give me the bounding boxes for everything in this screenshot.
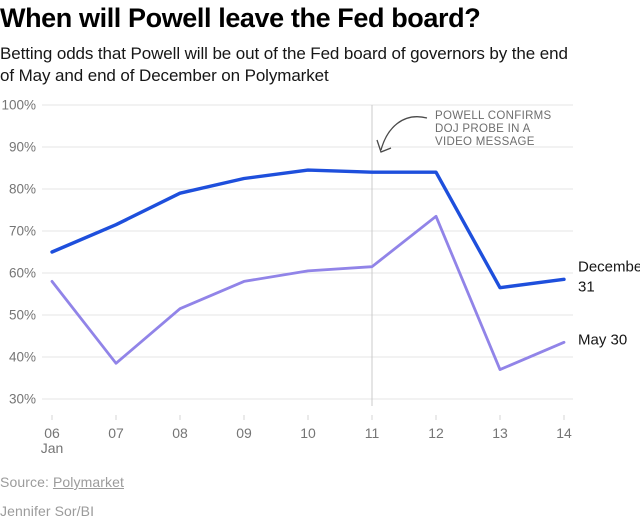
y-axis-label: 40% [9, 350, 36, 365]
y-axis-label: 50% [9, 308, 36, 323]
series-label-may-30: May 30 [578, 331, 627, 348]
annotation-text: DOJ PROBE IN A [435, 123, 531, 135]
annotation-arrow [380, 116, 428, 151]
x-axis-label: 09 [236, 425, 252, 441]
x-axis-label: 13 [492, 425, 508, 441]
x-axis-label: 07 [108, 425, 124, 441]
line-chart: 100% 90% 80% 70% 60% 50% 40% 30% 06 07 08 09 10 11 12 1… [0, 93, 640, 463]
x-axis-label: 10 [300, 425, 316, 441]
y-axis-label: 90% [9, 140, 36, 155]
chart-card: When will Powell leave the Fed board? Be… [0, 3, 640, 519]
y-axis-label: 30% [9, 392, 36, 407]
chart-canvas: 100% 90% 80% 70% 60% 50% 40% 30% 06 07 08 09 10 11 12 1… [1, 98, 640, 457]
x-axis-label: 06 [44, 425, 60, 441]
x-axis-label: 08 [172, 425, 188, 441]
annotation-text: VIDEO MESSAGE [435, 136, 535, 148]
series-line-december-31 [50, 168, 566, 290]
source-line: Source: Polymarket [0, 474, 640, 490]
page-title: When will Powell leave the Fed board? [0, 3, 481, 33]
source-link[interactable]: Polymarket [52, 474, 124, 490]
x-axis-label: 11 [365, 425, 380, 441]
x-axis-sublabel: Jan [41, 440, 64, 456]
series-label-december-31: December [578, 258, 640, 275]
chart-subtitle: Betting odds that Powell will be out of … [0, 44, 568, 85]
credit-line: Jennifer Sor/BI [0, 503, 95, 519]
y-axis-label: 60% [9, 266, 36, 281]
series-label-december-31: 31 [578, 278, 595, 295]
x-axis-label: 14 [556, 425, 572, 441]
y-axis-label: 100% [1, 98, 36, 113]
y-axis-label: 70% [9, 224, 36, 239]
source-prefix: Source: [0, 474, 53, 490]
series-line-may-30 [50, 214, 566, 372]
y-axis-label: 80% [9, 182, 36, 197]
x-axis-label: 12 [428, 425, 444, 441]
annotation-text: POWELL CONFIRMS [435, 110, 552, 122]
annotation-arrowhead [376, 139, 392, 153]
